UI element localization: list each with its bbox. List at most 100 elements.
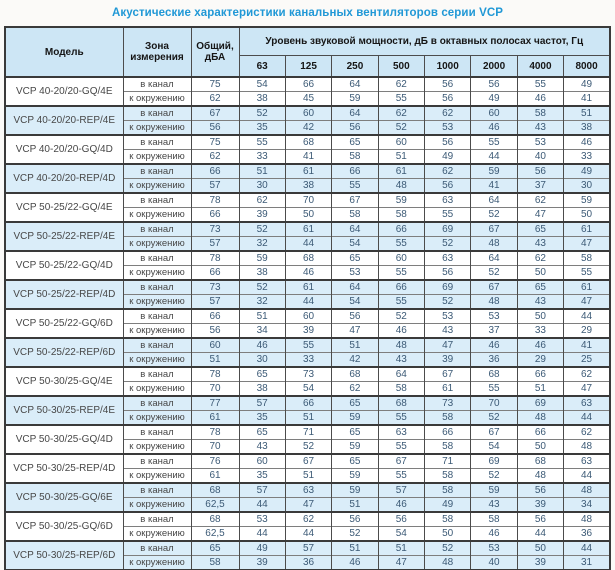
table-row-in-duct: VCP 50-30/25-REP/4E в канал 77 57 66 65 … xyxy=(4,395,611,425)
band-cell: 48 xyxy=(516,410,565,425)
band-cell: 44 xyxy=(284,526,333,541)
table-row-to-environment: к окружению 57 32 44 54 55 52 48 43 47 xyxy=(5,236,611,251)
band-cell: 48 xyxy=(470,294,518,309)
total-cell: 57 xyxy=(190,236,240,251)
zone-cell: в канал xyxy=(122,308,192,324)
band-cell: 65 xyxy=(331,453,379,469)
total-cell: 58 xyxy=(190,555,240,570)
band-cell: 52 xyxy=(470,207,518,222)
total-cell: 75 xyxy=(190,76,240,92)
band-cell: 55 xyxy=(516,76,565,92)
band-cell: 49 xyxy=(470,91,518,106)
total-cell: 68 xyxy=(190,482,240,498)
total-cell: 70 xyxy=(190,439,240,454)
band-cell: 65 xyxy=(331,250,379,266)
model-cell: VCP 50-30/25-GQ/6D xyxy=(4,511,124,541)
band-cell: 58 xyxy=(377,381,426,396)
band-cell: 61 xyxy=(284,163,333,179)
band-cell: 67 xyxy=(377,453,426,469)
band-cell: 37 xyxy=(516,178,565,193)
band-cell: 44 xyxy=(470,149,518,164)
band-cell: 55 xyxy=(377,236,426,251)
band-cell: 68 xyxy=(284,134,333,150)
band-cell: 55 xyxy=(331,178,379,193)
band-group-header-cell: Уровень звуковой мощности, дБ в октавных… xyxy=(238,27,611,56)
band-cell: 56 xyxy=(516,163,565,179)
band-cell: 56 xyxy=(516,482,565,498)
band-cell: 39 xyxy=(516,497,565,512)
total-cell: 60 xyxy=(190,337,240,353)
band-cell: 37 xyxy=(470,323,518,338)
table-row-to-environment: к окружению 58 39 36 46 47 48 40 39 31 xyxy=(5,555,611,570)
band-cell: 39 xyxy=(238,207,286,222)
band-cell: 56 xyxy=(331,120,379,135)
band-cell: 59 xyxy=(331,482,379,498)
band-cell: 55 xyxy=(470,134,518,150)
band-cell: 44 xyxy=(284,294,333,309)
band-cell: 47 xyxy=(563,381,611,396)
band-cell: 39 xyxy=(516,555,565,570)
band-cell: 51 xyxy=(563,105,611,121)
band-cell: 46 xyxy=(284,265,333,280)
band-cell: 55 xyxy=(377,265,426,280)
total-cell: 51 xyxy=(190,352,240,367)
total-header-cell: Общий, дБА xyxy=(190,27,240,78)
zone-cell: к окружению xyxy=(122,236,192,251)
zone-cell: к окружению xyxy=(122,91,192,106)
zone-cell: в канал xyxy=(122,250,192,266)
model-cell: VCP 40-20/20-REP/4E xyxy=(4,105,124,135)
band-cell: 59 xyxy=(331,439,379,454)
zone-cell: к окружению xyxy=(122,120,192,135)
band-cell: 55 xyxy=(377,91,426,106)
band-cell: 41 xyxy=(563,91,611,106)
band-cell: 63 xyxy=(423,192,472,208)
band-cell: 56 xyxy=(423,265,472,280)
zone-cell: к окружению xyxy=(122,410,192,425)
band-cell: 49 xyxy=(238,540,286,556)
total-cell: 66 xyxy=(190,308,240,324)
band-cell: 63 xyxy=(563,453,611,469)
band-cell: 38 xyxy=(563,120,611,135)
model-cell: VCP 50-30/25-REP/4D xyxy=(4,453,124,483)
table-header: Модель Зона измерения Общий, дБА Уровень… xyxy=(4,27,611,78)
freq-header-cell: 1000 xyxy=(423,55,472,78)
table-row-in-duct: VCP 40-20/20-REP/4D в канал 66 51 61 66 … xyxy=(4,163,611,193)
total-cell: 62,5 xyxy=(190,526,240,541)
total-cell: 62,5 xyxy=(190,497,240,512)
table-row-to-environment: к окружению 70 43 52 59 55 58 54 50 48 xyxy=(5,439,611,454)
band-cell: 60 xyxy=(377,134,426,150)
band-cell: 64 xyxy=(331,105,379,121)
band-cell: 61 xyxy=(563,279,611,295)
band-cell: 61 xyxy=(284,279,333,295)
table-row-to-environment: к окружению 56 35 42 56 52 53 46 43 38 xyxy=(5,120,611,135)
band-cell: 64 xyxy=(377,366,426,382)
band-cell: 40 xyxy=(516,149,565,164)
zone-cell: в канал xyxy=(122,279,192,295)
band-cell: 50 xyxy=(516,439,565,454)
acoustic-table: Модель Зона измерения Общий, дБА Уровень… xyxy=(4,26,611,570)
band-cell: 47 xyxy=(284,497,333,512)
total-cell: 68 xyxy=(190,511,240,527)
model-cell: VCP 50-25/22-REP/4E xyxy=(4,221,124,251)
band-cell: 69 xyxy=(423,279,472,295)
band-cell: 64 xyxy=(331,279,379,295)
band-cell: 32 xyxy=(238,236,286,251)
band-cell: 56 xyxy=(331,308,379,324)
band-cell: 43 xyxy=(516,236,565,251)
band-cell: 43 xyxy=(423,323,472,338)
band-cell: 67 xyxy=(470,279,518,295)
freq-header-cell: 2000 xyxy=(470,55,518,78)
zone-cell: к окружению xyxy=(122,265,192,280)
table-row-to-environment: к окружению 56 34 39 47 46 43 37 33 29 xyxy=(5,323,611,338)
table-row-in-duct: VCP 40-20/20-GQ/4E в канал 75 54 66 64 6… xyxy=(4,76,611,106)
model-cell: VCP 50-25/22-GQ/4E xyxy=(4,192,124,222)
band-cell: 53 xyxy=(423,308,472,324)
band-cell: 55 xyxy=(377,468,426,483)
band-cell: 58 xyxy=(563,250,611,266)
zone-cell: в канал xyxy=(122,134,192,150)
band-cell: 67 xyxy=(331,192,379,208)
band-cell: 62 xyxy=(331,381,379,396)
model-cell: VCP 50-25/22-GQ/6D xyxy=(4,308,124,338)
zone-cell: в канал xyxy=(122,337,192,353)
band-cell: 67 xyxy=(423,366,472,382)
